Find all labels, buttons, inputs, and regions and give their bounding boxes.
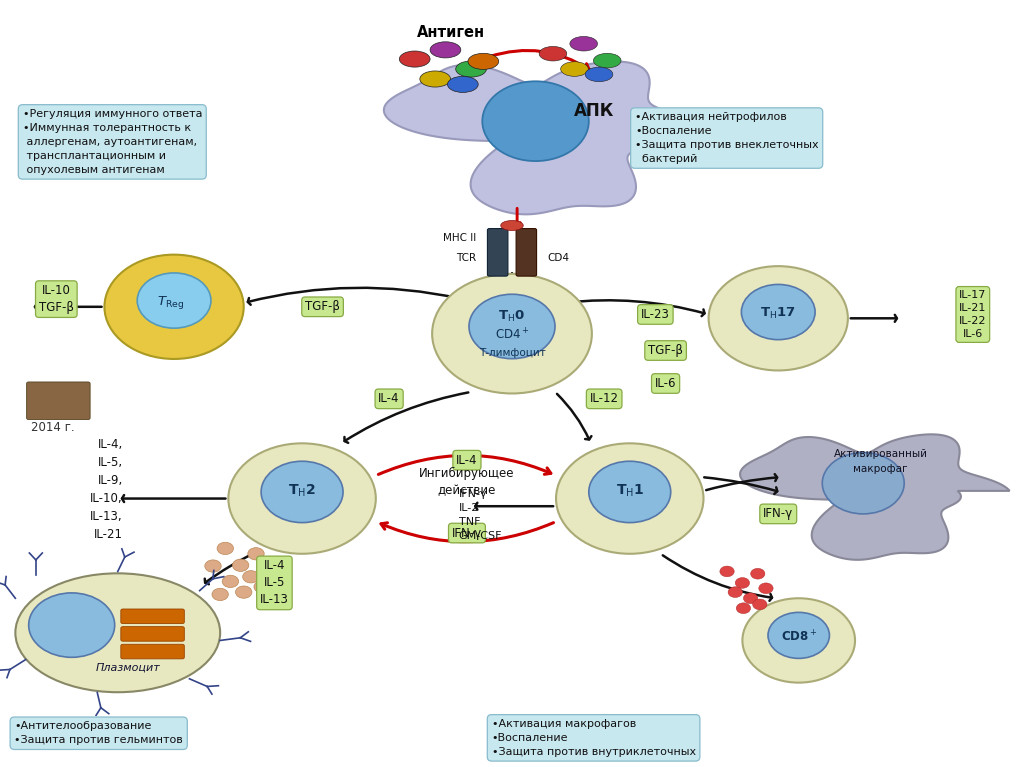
FancyBboxPatch shape	[121, 644, 184, 659]
Circle shape	[728, 587, 742, 597]
Circle shape	[822, 453, 904, 514]
Circle shape	[556, 443, 703, 554]
FancyBboxPatch shape	[487, 229, 508, 276]
Text: TGF-β: TGF-β	[305, 301, 340, 313]
Text: CD8$^+$: CD8$^+$	[780, 629, 817, 644]
Text: IL-4: IL-4	[379, 393, 399, 405]
Circle shape	[751, 568, 765, 579]
Text: IFN-γ
IL-2
TNF
GM-CSF: IFN-γ IL-2 TNF GM-CSF	[459, 489, 502, 542]
Text: IL-4,
IL-5,
IL-9,
IL-10,
IL-13,
IL-21: IL-4, IL-5, IL-9, IL-10, IL-13, IL-21	[90, 438, 123, 541]
FancyBboxPatch shape	[121, 609, 184, 624]
Circle shape	[759, 583, 773, 594]
Ellipse shape	[594, 53, 621, 68]
Circle shape	[104, 255, 244, 359]
Text: TGF-β: TGF-β	[648, 344, 683, 357]
Circle shape	[743, 593, 758, 604]
Circle shape	[268, 571, 285, 583]
Text: Т$_\mathrm{H}$0: Т$_\mathrm{H}$0	[499, 309, 525, 324]
Text: IL-10
TGF-β: IL-10 TGF-β	[39, 284, 74, 314]
Text: IL-17
IL-21
IL-22
IL-6: IL-17 IL-21 IL-22 IL-6	[959, 290, 986, 339]
Text: IL-4: IL-4	[457, 454, 477, 466]
Circle shape	[753, 599, 767, 610]
Ellipse shape	[420, 71, 451, 87]
Ellipse shape	[539, 46, 566, 61]
Text: IFN-γ: IFN-γ	[763, 508, 794, 520]
Circle shape	[589, 461, 671, 522]
Text: T$_\mathrm{Reg}$: T$_\mathrm{Reg}$	[158, 295, 184, 311]
Text: Плазмоцит: Плазмоцит	[95, 662, 161, 673]
Text: TCR: TCR	[456, 252, 476, 263]
Circle shape	[232, 559, 249, 571]
FancyBboxPatch shape	[27, 382, 90, 420]
Text: макрофаг: макрофаг	[853, 464, 908, 475]
Circle shape	[741, 285, 815, 340]
Ellipse shape	[447, 77, 478, 93]
Circle shape	[768, 612, 829, 658]
Circle shape	[482, 81, 589, 161]
Ellipse shape	[430, 41, 461, 58]
Text: IL-12: IL-12	[590, 393, 618, 405]
Ellipse shape	[586, 67, 612, 82]
Text: АПК: АПК	[573, 102, 614, 120]
FancyBboxPatch shape	[121, 627, 184, 641]
Text: IL-6: IL-6	[655, 377, 676, 390]
Text: •Активация нейтрофилов
•Воспаление
•Защита против внеклеточных
  бактерий: •Активация нейтрофилов •Воспаление •Защи…	[635, 112, 818, 164]
Polygon shape	[740, 434, 1010, 560]
Circle shape	[735, 578, 750, 588]
Circle shape	[243, 571, 259, 583]
Circle shape	[260, 561, 276, 574]
Circle shape	[236, 586, 252, 598]
Ellipse shape	[501, 221, 523, 230]
Text: CD4$^+$: CD4$^+$	[495, 328, 529, 343]
Circle shape	[222, 575, 239, 588]
Text: •Антителообразование
•Защита против гельминтов: •Антителообразование •Защита против гель…	[14, 721, 183, 746]
Circle shape	[29, 593, 115, 657]
Circle shape	[228, 443, 376, 554]
Circle shape	[720, 566, 734, 577]
Text: CD4: CD4	[548, 252, 569, 263]
Text: Ингибирующее
действие: Ингибирующее действие	[419, 466, 515, 497]
Text: МНС II: МНС II	[443, 232, 476, 243]
Circle shape	[736, 603, 751, 614]
Circle shape	[742, 598, 855, 683]
Text: •Регуляция иммунного ответа
•Иммунная толерантность к
 аллергенам, аутоантигенам: •Регуляция иммунного ответа •Иммунная то…	[23, 109, 202, 175]
Circle shape	[205, 560, 221, 572]
Ellipse shape	[15, 574, 220, 692]
Ellipse shape	[569, 36, 597, 51]
Circle shape	[137, 273, 211, 328]
FancyBboxPatch shape	[516, 229, 537, 276]
Text: Т$_\mathrm{H}$2: Т$_\mathrm{H}$2	[288, 482, 316, 499]
Ellipse shape	[399, 51, 430, 67]
Polygon shape	[384, 61, 711, 214]
Circle shape	[254, 581, 270, 593]
Circle shape	[217, 542, 233, 555]
Circle shape	[248, 548, 264, 560]
Text: Активированный: Активированный	[834, 449, 928, 459]
Ellipse shape	[468, 54, 499, 70]
Circle shape	[432, 274, 592, 393]
Ellipse shape	[561, 61, 588, 77]
Text: •Активация макрофагов
•Воспаление
•Защита против внутриклеточных: •Активация макрофагов •Воспаление •Защит…	[492, 719, 695, 757]
Circle shape	[469, 295, 555, 359]
Text: Т-лимфоцит: Т-лимфоцит	[478, 347, 546, 358]
Ellipse shape	[456, 61, 486, 77]
Text: IFN-γ: IFN-γ	[452, 527, 482, 539]
Text: IL-4
IL-5
IL-13: IL-4 IL-5 IL-13	[260, 559, 289, 607]
Circle shape	[261, 461, 343, 522]
Text: Т$_\mathrm{H}$1: Т$_\mathrm{H}$1	[615, 482, 644, 499]
Text: IL-23: IL-23	[641, 308, 670, 321]
Circle shape	[709, 266, 848, 370]
Text: 2014 г.: 2014 г.	[31, 421, 75, 433]
Circle shape	[212, 588, 228, 601]
Text: Антиген: Антиген	[417, 25, 484, 41]
Text: Т$_\mathrm{H}$17: Т$_\mathrm{H}$17	[761, 306, 796, 321]
